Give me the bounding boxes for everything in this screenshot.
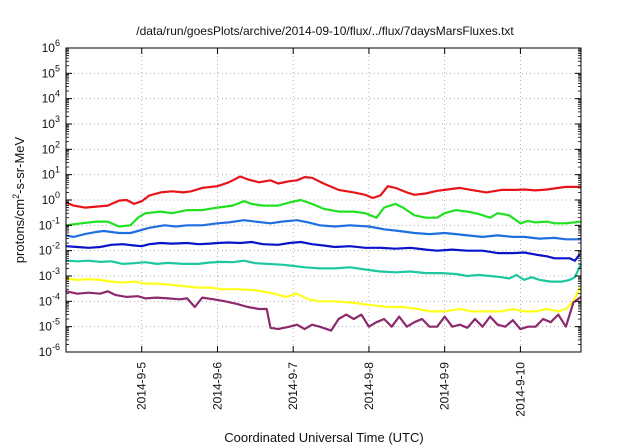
series-line-6 (65, 277, 582, 313)
y-tick-label: 10-2 (39, 241, 60, 258)
y-tick-label-base: 10 (42, 142, 56, 156)
y-axis: 10-610-510-410-310-210-11001011021031041… (39, 38, 581, 359)
y-tick-label-base: 10 (42, 66, 56, 80)
y-tick-label-base: 10 (39, 294, 53, 308)
x-tick-label: 2014-9-6 (210, 362, 224, 410)
y-tick-label: 104 (42, 89, 60, 106)
y-tick-label-exponent: -5 (52, 317, 60, 327)
y-tick-label-base: 10 (39, 320, 53, 334)
y-tick-label-exponent: -3 (52, 266, 60, 276)
y-tick-label-exponent: 2 (55, 139, 60, 149)
x-tick-label: 2014-9-5 (135, 362, 149, 410)
y-tick-label-base: 10 (42, 41, 56, 55)
series-line-5 (65, 259, 582, 283)
y-tick-label-exponent: -6 (52, 342, 60, 352)
y-tick-label-base: 10 (42, 193, 56, 207)
y-tick-label: 106 (42, 38, 60, 55)
y-tick-label-base: 10 (42, 168, 56, 182)
x-tick-label: 2014-9-10 (513, 362, 527, 417)
series-line-1 (65, 175, 581, 209)
y-tick-label-exponent: -2 (52, 241, 60, 251)
series-line-2 (65, 198, 582, 228)
y-tick-label: 101 (42, 165, 60, 182)
x-tick-label: 2014-9-9 (438, 362, 452, 410)
y-tick-label-base: 10 (42, 117, 56, 131)
y-tick-label-exponent: 3 (55, 114, 60, 124)
y-axis-label-rest: -s-sr-MeV (12, 136, 27, 193)
y-tick-label-exponent: 5 (55, 63, 60, 73)
x-tick-label: 2014-9-8 (362, 362, 376, 410)
y-tick-label-base: 10 (39, 244, 53, 258)
y-tick-label: 10-4 (39, 291, 60, 308)
y-tick-label: 103 (42, 114, 60, 131)
series-group (65, 175, 582, 332)
y-axis-label-base: protons/cm (12, 199, 27, 263)
y-tick-label-base: 10 (39, 345, 53, 359)
y-tick-label: 102 (42, 139, 60, 156)
y-tick-label: 10-6 (39, 342, 60, 359)
y-tick-label-exponent: -4 (52, 291, 60, 301)
y-tick-label: 10-5 (39, 317, 60, 334)
y-tick-label-exponent: 1 (55, 165, 60, 175)
y-tick-label-exponent: -1 (52, 215, 60, 225)
y-tick-label-exponent: 0 (55, 190, 60, 200)
y-tick-label-base: 10 (39, 269, 53, 283)
series-line-7 (65, 290, 582, 332)
y-tick-label: 10-3 (39, 266, 60, 283)
series-line-4 (65, 240, 581, 262)
y-tick-label-base: 10 (39, 218, 53, 232)
series-line-3 (65, 219, 581, 241)
chart-title: /data/run/goesPlots/archive/2014-09-10/f… (136, 24, 514, 38)
y-axis-label: protons/cm2-s-sr-MeV (11, 136, 27, 263)
y-tick-label-exponent: 6 (55, 38, 60, 48)
y-tick-label-exponent: 4 (55, 89, 60, 99)
x-axis: 2014-9-5 2014-9-6 2014-9-7 2014-9-8 2014-9-9… (135, 48, 527, 417)
x-axis-label: Coordinated Universal Time (UTC) (224, 430, 423, 445)
x-tick-label: 2014-9-7 (286, 362, 300, 410)
y-tick-label-base: 10 (42, 92, 56, 106)
y-tick-label: 105 (42, 63, 60, 80)
y-axis-label-superscript: 2 (11, 194, 21, 199)
y-tick-label: 100 (42, 190, 60, 207)
y-tick-label: 10-1 (39, 215, 60, 232)
